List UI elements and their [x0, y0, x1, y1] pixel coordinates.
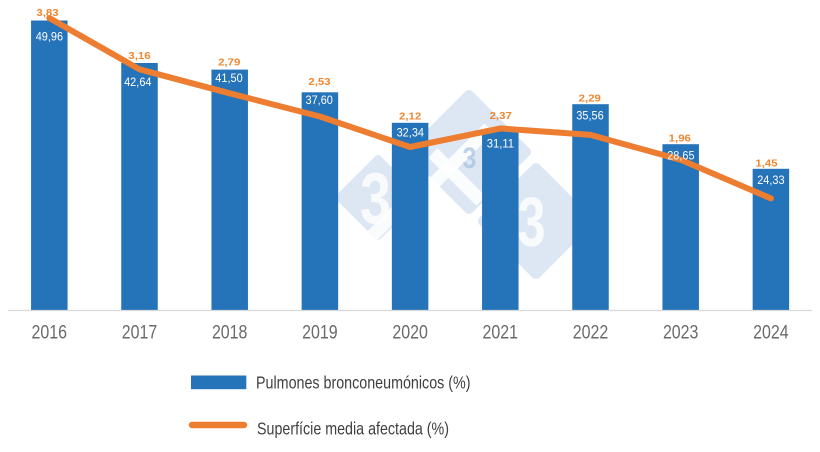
svg-text:Superfície media afectada (%): Superfície media afectada (%) — [257, 418, 449, 438]
svg-text:2019: 2019 — [302, 322, 338, 343]
svg-text:3,16: 3,16 — [128, 50, 150, 62]
svg-text:2,37: 2,37 — [490, 110, 512, 122]
svg-text:37,60: 37,60 — [306, 93, 334, 107]
svg-text:1,96: 1,96 — [669, 133, 691, 145]
svg-text:32,34: 32,34 — [397, 126, 425, 140]
svg-text:41,50: 41,50 — [215, 71, 243, 85]
svg-text:35,56: 35,56 — [576, 108, 604, 122]
svg-text:3: 3 — [463, 142, 477, 175]
svg-text:2023: 2023 — [663, 322, 699, 343]
svg-text:24,33: 24,33 — [757, 173, 785, 187]
svg-text:2022: 2022 — [573, 322, 609, 343]
svg-text:3: 3 — [518, 183, 546, 261]
svg-text:2,12: 2,12 — [399, 110, 421, 122]
svg-text:2018: 2018 — [212, 322, 248, 343]
svg-text:3,83: 3,83 — [36, 7, 58, 19]
svg-text:2,79: 2,79 — [218, 56, 240, 68]
svg-text:49,96: 49,96 — [36, 30, 64, 44]
svg-text:2020: 2020 — [392, 322, 428, 343]
svg-text:31,11: 31,11 — [487, 137, 515, 151]
svg-text:1,45: 1,45 — [755, 157, 777, 169]
svg-text:2017: 2017 — [122, 322, 158, 343]
svg-text:28,65: 28,65 — [667, 149, 695, 163]
svg-text:2021: 2021 — [483, 322, 519, 343]
svg-text:42,64: 42,64 — [124, 75, 152, 89]
svg-text:3: 3 — [360, 159, 391, 239]
svg-text:2016: 2016 — [32, 322, 68, 343]
svg-text:Pulmones bronconeumónicos (%): Pulmones bronconeumónicos (%) — [256, 373, 471, 393]
svg-text:2,53: 2,53 — [308, 76, 330, 88]
svg-text:2,29: 2,29 — [579, 93, 601, 105]
svg-text:2024: 2024 — [753, 322, 789, 343]
